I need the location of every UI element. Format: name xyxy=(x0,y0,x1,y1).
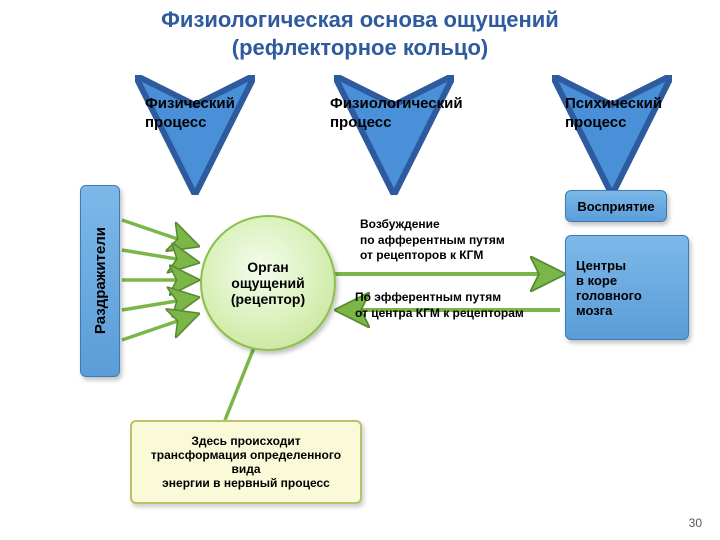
label-afferent: Возбуждение по афферентным путям от реце… xyxy=(360,217,505,264)
node-receptor: Орган ощущений (рецептор) xyxy=(200,215,336,351)
title-line2: (рефлекторное кольцо) xyxy=(232,35,488,60)
node-stimuli-label: Раздражители xyxy=(92,227,109,334)
node-perception-label: Восприятие xyxy=(577,199,654,214)
label-efferent: По эфферентным путям от центра КГМ к рец… xyxy=(355,290,524,321)
node-centers: Центры в коре головного мозга xyxy=(565,235,689,340)
transform-connector xyxy=(225,345,255,420)
node-transform: Здесь происходит трансформация определен… xyxy=(130,420,362,504)
label-physiological-process: Физиологическийпроцесс xyxy=(330,95,463,133)
stimuli-arrows xyxy=(122,220,195,340)
node-stimuli: Раздражители xyxy=(80,185,120,377)
label-physical-process: Физическийпроцесс xyxy=(145,95,235,133)
page-number: 30 xyxy=(689,516,702,530)
process-down-arrows xyxy=(195,140,612,175)
label-psychic-process: Психическийпроцесс xyxy=(565,95,662,133)
node-perception: Восприятие xyxy=(565,190,667,222)
title-line1: Физиологическая основа ощущений xyxy=(161,7,559,32)
diagram-title: Физиологическая основа ощущений (рефлект… xyxy=(0,6,720,61)
